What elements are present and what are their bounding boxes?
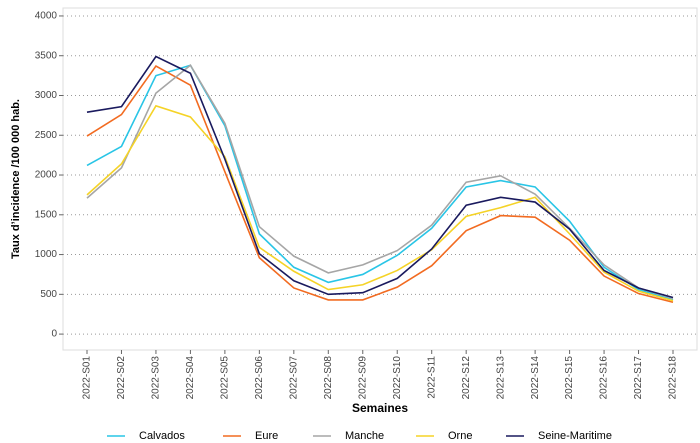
x-tick-label: 2022-S16 bbox=[599, 356, 610, 400]
series-line bbox=[86, 104, 674, 302]
legend-label: Manche bbox=[345, 430, 384, 442]
x-tick-label: 2022-S03 bbox=[151, 356, 162, 400]
y-axis-title: Taux d’incidence /100 000 hab. bbox=[10, 99, 22, 259]
series-line bbox=[86, 65, 674, 304]
y-tick-label: 500 bbox=[40, 289, 57, 300]
legend-label: Orne bbox=[448, 430, 472, 442]
x-tick-label: 2022-S01 bbox=[82, 356, 93, 400]
x-tick-label: 2022-S09 bbox=[357, 356, 368, 400]
x-tick-label: 2022-S07 bbox=[288, 356, 299, 400]
x-tick-label: 2022-S14 bbox=[530, 356, 541, 400]
series-line bbox=[86, 64, 674, 301]
y-tick-label: 1000 bbox=[35, 249, 58, 260]
x-tick-label: 2022-S18 bbox=[668, 356, 679, 400]
series-line bbox=[86, 64, 674, 300]
y-tick-label: 3000 bbox=[35, 90, 58, 101]
series-line bbox=[86, 55, 674, 299]
x-tick-label: 2022-S15 bbox=[564, 356, 575, 400]
x-tick-label: 2022-S10 bbox=[392, 356, 403, 400]
legend-label: Calvados bbox=[139, 430, 185, 442]
y-tick-label: 1500 bbox=[35, 209, 58, 220]
y-tick-label: 2500 bbox=[35, 130, 58, 141]
panel bbox=[62, 7, 698, 351]
legend-label: Eure bbox=[255, 430, 278, 442]
y-tick-label: 0 bbox=[51, 329, 57, 340]
x-tick-label: 2022-S12 bbox=[461, 356, 472, 400]
x-tick-label: 2022-S04 bbox=[185, 356, 196, 400]
x-axis-title: Semaines bbox=[352, 401, 408, 415]
x-tick-label: 2022-S08 bbox=[323, 356, 334, 400]
x-tick-label: 2022-S13 bbox=[495, 356, 506, 400]
x-tick-label: 2022-S06 bbox=[254, 356, 265, 400]
x-tick-label: 2022-S17 bbox=[633, 356, 644, 400]
y-tick-label: 2000 bbox=[35, 170, 58, 181]
legend-label: Seine-Maritime bbox=[538, 430, 612, 442]
x-tick-label: 2022-S02 bbox=[116, 356, 127, 400]
x-tick-label: 2022-S05 bbox=[220, 356, 231, 400]
y-tick-label: 3500 bbox=[35, 50, 58, 61]
y-tick-label: 4000 bbox=[35, 11, 58, 22]
x-tick-label: 2022-S11 bbox=[426, 356, 437, 399]
